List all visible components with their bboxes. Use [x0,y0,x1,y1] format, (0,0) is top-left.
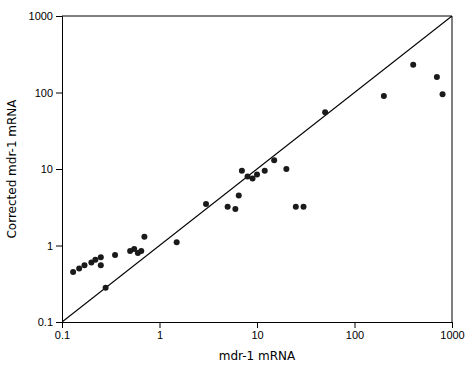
x-axis: 0.1 1 10 100 1000 [55,322,465,341]
marks [62,16,452,322]
point [112,252,118,258]
x-tick-mark [257,322,258,328]
point [103,285,109,291]
point [254,171,260,177]
x-tick-mark [355,322,356,328]
y-tick: 10 [41,163,62,175]
point [262,168,268,174]
x-tick-label: 100 [346,329,364,341]
x-tick: 0.1 [55,322,70,341]
point [92,257,98,263]
x-tick: 1000 [440,322,464,341]
point [301,204,307,210]
x-axis-title: mdr-1 mRNA [219,349,296,363]
point [174,239,180,245]
point [293,204,299,210]
y-axis-line [56,17,63,323]
y-tick-mark [56,16,62,17]
y-tick-mark [56,322,62,323]
y-tick: 1000 [29,10,62,22]
point [322,109,328,115]
point [239,168,245,174]
y-tick-label: 1000 [29,10,53,22]
point [236,193,242,199]
y-tick: 100 [35,87,62,99]
point [250,176,256,182]
y-tick-label: 0.1 [38,316,53,328]
line [62,16,452,322]
y-axis: 0.1 1 10 100 1000 [29,10,63,328]
point [141,234,147,240]
y-tick: 1 [47,240,62,252]
points [70,62,445,291]
y-tick: 0.1 [38,316,62,328]
y-tick-mark [56,246,62,247]
point [381,93,387,99]
point [76,266,82,272]
y-tick-mark [56,93,62,94]
point [70,269,76,275]
point [98,262,104,268]
chart: 0.1 1 10 100 1000 0.1 1 10 100 1000 mdr-1 mRNA Corr… [0,0,474,370]
point [81,262,87,268]
x-tick-mark [452,322,453,328]
point [410,62,416,68]
y-tick-label: 1 [47,240,53,252]
point [283,166,289,172]
point [434,74,440,80]
point [225,204,231,210]
y-tick-mark [56,169,62,170]
x-tick: 100 [346,322,364,341]
frame-top [62,16,452,17]
point [138,248,144,254]
point [98,254,104,260]
point [232,206,238,212]
point [203,201,209,207]
plot: 0.1 1 10 100 1000 0.1 1 10 100 1000 [29,10,465,341]
x-tick-label: 1 [157,329,163,341]
x-tick-label: 1000 [440,329,464,341]
x-axis-line [63,323,453,329]
point [271,157,277,163]
y-axis-title: Corrected mdr-1 mRNA [5,99,19,239]
frame-right [452,16,453,322]
x-tick-label: 0.1 [55,329,70,341]
x-tick-mark [160,322,161,328]
point [440,91,446,97]
y-tick-label: 100 [35,87,53,99]
y-tick-label: 10 [41,163,53,175]
x-tick-label: 10 [251,329,263,341]
x-tick: 1 [157,322,163,341]
x-tick: 10 [251,322,263,341]
